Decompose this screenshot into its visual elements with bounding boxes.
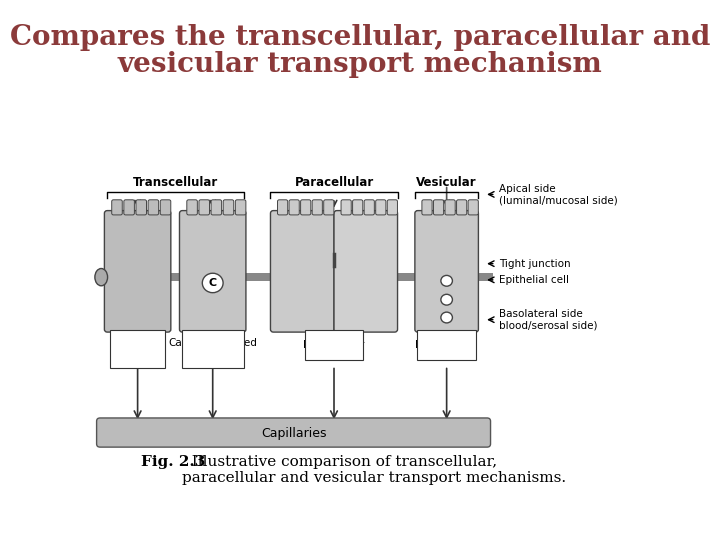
FancyBboxPatch shape xyxy=(271,211,334,332)
FancyBboxPatch shape xyxy=(341,200,351,215)
FancyBboxPatch shape xyxy=(445,200,455,215)
FancyBboxPatch shape xyxy=(376,200,386,215)
FancyBboxPatch shape xyxy=(334,211,397,332)
Circle shape xyxy=(441,294,452,305)
FancyBboxPatch shape xyxy=(417,330,477,360)
FancyBboxPatch shape xyxy=(312,200,323,215)
Text: Epithelial cell: Epithelial cell xyxy=(499,275,569,285)
FancyBboxPatch shape xyxy=(301,200,311,215)
FancyBboxPatch shape xyxy=(211,200,222,215)
FancyBboxPatch shape xyxy=(96,418,490,447)
FancyBboxPatch shape xyxy=(353,200,363,215)
FancyBboxPatch shape xyxy=(235,200,246,215)
Text: vesicular transport mechanism: vesicular transport mechanism xyxy=(117,51,603,78)
Text: Apical side
(luminal/mucosal side): Apical side (luminal/mucosal side) xyxy=(499,184,617,205)
FancyBboxPatch shape xyxy=(433,200,444,215)
FancyBboxPatch shape xyxy=(277,200,288,215)
FancyBboxPatch shape xyxy=(104,211,171,332)
FancyBboxPatch shape xyxy=(181,330,244,368)
FancyBboxPatch shape xyxy=(305,330,363,360)
Text: Capillaries: Capillaries xyxy=(261,427,326,440)
Circle shape xyxy=(441,275,452,286)
Text: Compares the transcellular, paracellular and: Compares the transcellular, paracellular… xyxy=(10,24,710,51)
Text: Tight junction: Tight junction xyxy=(499,259,570,269)
FancyBboxPatch shape xyxy=(161,200,171,215)
Text: Fig. 2.3: Fig. 2.3 xyxy=(140,455,205,469)
Text: Basolateral side
blood/serosal side): Basolateral side blood/serosal side) xyxy=(499,309,597,330)
FancyBboxPatch shape xyxy=(97,273,493,281)
FancyBboxPatch shape xyxy=(422,200,432,215)
Circle shape xyxy=(202,273,223,293)
FancyBboxPatch shape xyxy=(199,200,210,215)
FancyBboxPatch shape xyxy=(387,200,397,215)
FancyBboxPatch shape xyxy=(148,200,158,215)
FancyBboxPatch shape xyxy=(289,200,300,215)
Text: Illustrative comparison of transcellular,
paracellular and vesicular transport m: Illustrative comparison of transcellular… xyxy=(182,455,566,485)
Circle shape xyxy=(441,312,452,323)
Text: Paracellular: Paracellular xyxy=(294,176,374,189)
Text: Vesicular: Vesicular xyxy=(416,176,477,189)
FancyBboxPatch shape xyxy=(112,200,122,215)
Text: Paracellular: Paracellular xyxy=(303,340,365,350)
FancyBboxPatch shape xyxy=(110,330,166,368)
Text: C: C xyxy=(209,278,217,288)
FancyBboxPatch shape xyxy=(468,200,478,215)
FancyBboxPatch shape xyxy=(124,200,135,215)
FancyBboxPatch shape xyxy=(456,200,467,215)
FancyBboxPatch shape xyxy=(223,200,234,215)
FancyBboxPatch shape xyxy=(186,200,197,215)
Text: Carrier-mediated
Transport: Carrier-mediated Transport xyxy=(168,338,257,360)
FancyBboxPatch shape xyxy=(179,211,246,332)
Text: Endocytosis: Endocytosis xyxy=(415,340,478,350)
FancyBboxPatch shape xyxy=(364,200,374,215)
FancyBboxPatch shape xyxy=(324,200,334,215)
Ellipse shape xyxy=(95,268,107,286)
Text: Transcellular: Transcellular xyxy=(133,176,218,189)
FancyBboxPatch shape xyxy=(415,211,478,332)
Text: Passive
Diffusion: Passive Diffusion xyxy=(114,338,161,360)
FancyBboxPatch shape xyxy=(136,200,147,215)
